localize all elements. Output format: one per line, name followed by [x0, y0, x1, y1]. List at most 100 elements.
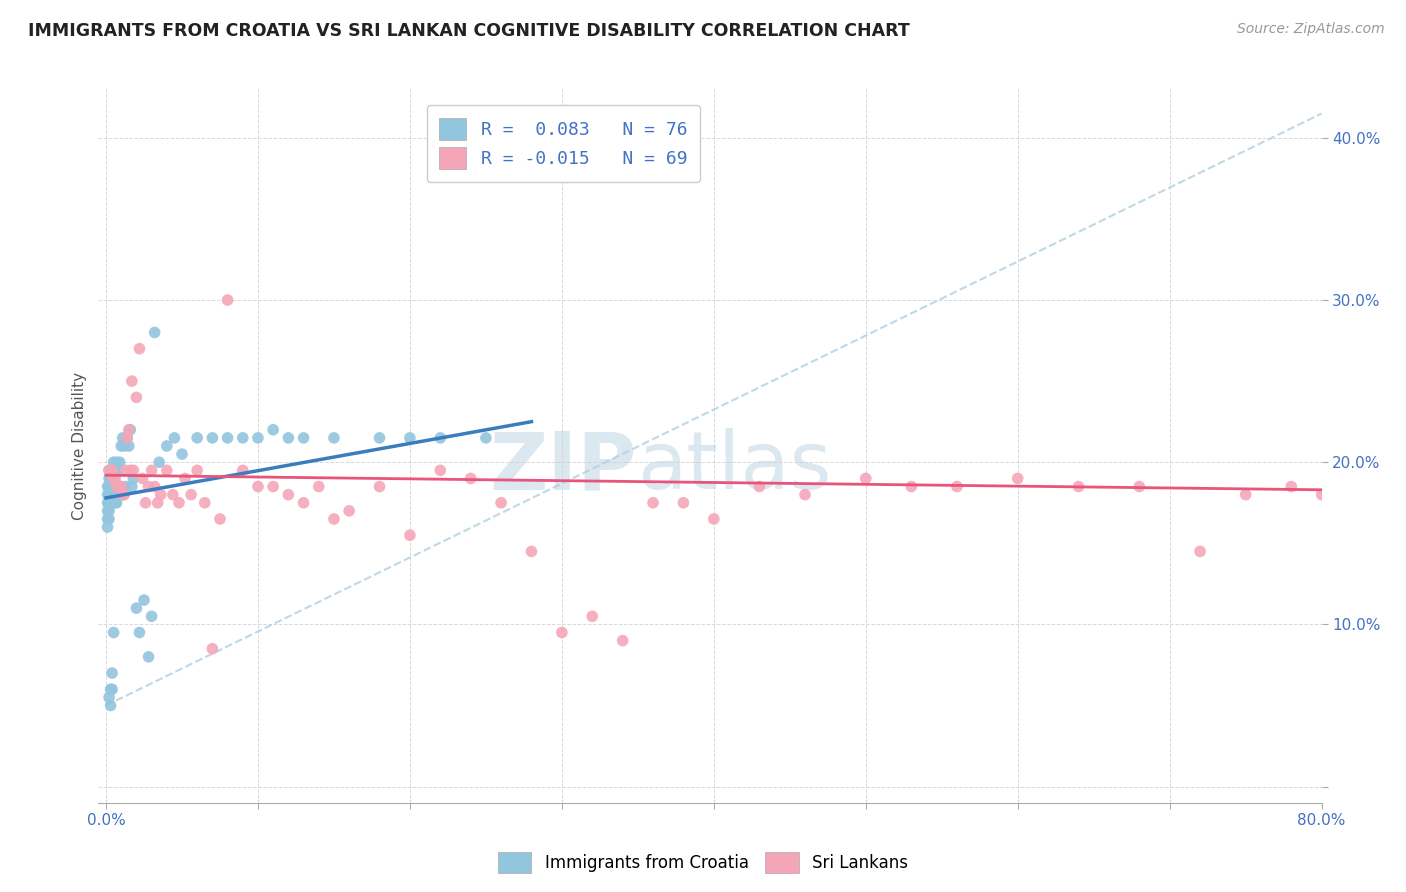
Point: [111, 488, 134, 502]
Point: [105, 496, 128, 510]
Point: [110, 439, 132, 453]
Point: [138, 479, 160, 493]
Point: [100, 479, 122, 493]
Point: [107, 479, 129, 493]
Point: [551, 625, 574, 640]
Point: [156, 463, 179, 477]
Point: [110, 479, 132, 493]
Point: [262, 423, 284, 437]
Point: [146, 496, 169, 510]
Point: [186, 463, 208, 477]
Point: [429, 463, 451, 477]
Point: [103, 479, 125, 493]
Point: [108, 455, 131, 469]
Legend: R =  0.083   N = 76, R = -0.015   N = 69: R = 0.083 N = 76, R = -0.015 N = 69: [426, 105, 700, 182]
Point: [111, 431, 134, 445]
Point: [107, 479, 129, 493]
Point: [125, 390, 148, 404]
Point: [217, 293, 239, 307]
Point: [292, 496, 315, 510]
Point: [101, 471, 124, 485]
Point: [174, 471, 197, 485]
Legend: Immigrants from Croatia, Sri Lankans: Immigrants from Croatia, Sri Lankans: [491, 846, 915, 880]
Point: [101, 682, 124, 697]
Point: [1326, 479, 1348, 493]
Point: [167, 496, 190, 510]
Point: [110, 479, 132, 493]
Point: [100, 471, 122, 485]
Point: [1128, 479, 1150, 493]
Point: [323, 512, 346, 526]
Point: [143, 326, 166, 340]
Point: [277, 431, 299, 445]
Point: [104, 471, 127, 485]
Text: atlas: atlas: [637, 428, 831, 507]
Point: [1067, 479, 1090, 493]
Point: [105, 479, 128, 493]
Point: [96, 520, 118, 534]
Point: [794, 488, 817, 502]
Point: [475, 431, 498, 445]
Point: [105, 455, 128, 469]
Point: [703, 512, 725, 526]
Point: [100, 698, 122, 713]
Point: [103, 463, 125, 477]
Point: [262, 479, 284, 493]
Point: [96, 488, 118, 502]
Point: [98, 504, 121, 518]
Point: [308, 479, 330, 493]
Point: [103, 471, 125, 485]
Point: [292, 431, 315, 445]
Point: [337, 504, 360, 518]
Point: [101, 666, 124, 681]
Point: [143, 479, 166, 493]
Point: [429, 431, 451, 445]
Point: [121, 479, 143, 493]
Point: [98, 512, 121, 526]
Point: [98, 690, 121, 705]
Point: [323, 431, 346, 445]
Point: [111, 488, 134, 502]
Point: [104, 479, 127, 493]
Point: [186, 431, 208, 445]
Point: [96, 512, 118, 526]
Point: [612, 633, 634, 648]
Point: [101, 496, 124, 510]
Point: [135, 496, 157, 510]
Point: [98, 488, 121, 502]
Point: [101, 463, 124, 477]
Point: [217, 431, 239, 445]
Point: [96, 504, 118, 518]
Point: [1007, 471, 1029, 485]
Point: [1279, 479, 1302, 493]
Point: [128, 625, 150, 640]
Point: [108, 488, 131, 502]
Point: [855, 471, 877, 485]
Point: [399, 528, 422, 542]
Point: [138, 649, 160, 664]
Point: [170, 447, 193, 461]
Point: [232, 463, 254, 477]
Point: [201, 641, 224, 656]
Point: [103, 455, 125, 469]
Point: [103, 496, 125, 510]
Point: [118, 439, 141, 453]
Point: [132, 593, 155, 607]
Point: [112, 439, 135, 453]
Point: [148, 455, 170, 469]
Point: [96, 479, 118, 493]
Point: [162, 488, 184, 502]
Point: [246, 431, 269, 445]
Point: [368, 479, 391, 493]
Text: IMMIGRANTS FROM CROATIA VS SRI LANKAN COGNITIVE DISABILITY CORRELATION CHART: IMMIGRANTS FROM CROATIA VS SRI LANKAN CO…: [28, 22, 910, 40]
Point: [180, 488, 202, 502]
Point: [112, 488, 135, 502]
Text: Source: ZipAtlas.com: Source: ZipAtlas.com: [1237, 22, 1385, 37]
Point: [520, 544, 543, 558]
Point: [98, 471, 121, 485]
Point: [103, 625, 125, 640]
Point: [101, 479, 124, 493]
Point: [748, 479, 770, 493]
Point: [246, 479, 269, 493]
Point: [117, 431, 139, 445]
